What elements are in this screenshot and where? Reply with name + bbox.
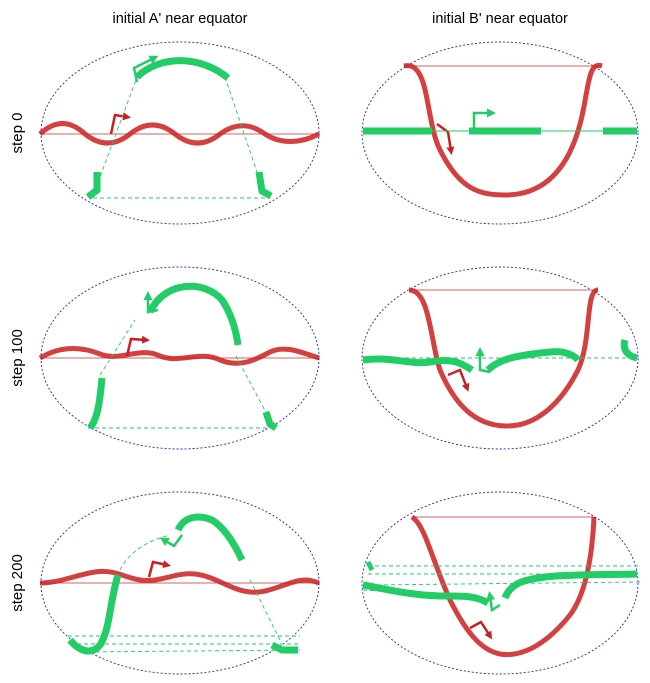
green-curve-mid <box>501 570 638 600</box>
green-arrow <box>132 55 159 83</box>
boundary-ellipse <box>361 491 639 675</box>
red-arrow <box>125 335 150 357</box>
green-arrow <box>486 591 501 613</box>
green-dashed-link <box>88 319 272 429</box>
green-curve-main <box>362 581 490 607</box>
green-curve-right <box>620 338 638 362</box>
column-title-a: initial A' near equator <box>113 11 248 27</box>
green-curve-left <box>362 355 474 373</box>
green-curve-top <box>146 282 242 346</box>
red-curve <box>39 568 320 595</box>
green-curve-right <box>262 410 278 431</box>
green-curve-right <box>255 171 273 200</box>
red-curve <box>38 121 321 146</box>
panel-b-step-0 <box>361 41 639 225</box>
red-arrow <box>109 112 131 135</box>
boundary-ellipse <box>361 266 639 450</box>
row-title-step-100: step 100 <box>9 329 26 387</box>
green-curve-right <box>270 641 298 654</box>
green-curve-mid <box>485 348 581 373</box>
green-arrow <box>143 291 159 314</box>
green-dashed-link <box>362 565 641 598</box>
boundary-ellipse <box>361 41 639 225</box>
column-title-b: initial B' near equator <box>432 11 568 27</box>
green-dashed-link <box>68 534 301 653</box>
red-arrow <box>436 122 455 155</box>
green-curve-top <box>134 57 231 81</box>
red-arrow <box>469 620 493 640</box>
row-title-step-0: step 0 <box>9 113 26 154</box>
red-curve <box>408 287 599 429</box>
green-arrow <box>159 534 184 548</box>
panel-a-step-0 <box>38 41 321 225</box>
red-curve <box>403 62 603 198</box>
panel-b-step-100 <box>361 266 639 450</box>
red-arrow <box>447 368 470 392</box>
green-arrow <box>475 347 491 374</box>
row-title-step-200: step 200 <box>9 554 26 612</box>
red-curve <box>410 514 597 658</box>
green-curve-left-tail <box>365 560 375 572</box>
green-curve-left <box>85 172 101 200</box>
green-curve-left <box>67 573 122 655</box>
red-curve <box>38 345 320 366</box>
panel-a-step-100 <box>38 266 320 450</box>
panel-a-step-200 <box>39 491 320 675</box>
green-arrow <box>472 108 496 130</box>
green-curve-top <box>174 513 246 562</box>
panel-b-step-200 <box>361 491 641 675</box>
green-curve-left <box>87 377 106 431</box>
red-arrow <box>147 560 171 578</box>
